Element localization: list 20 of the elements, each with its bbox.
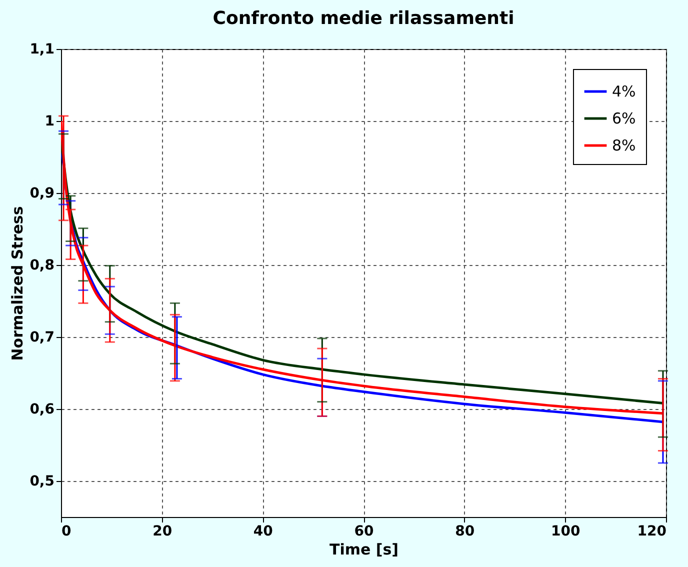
- y-tick-label: 0,9: [30, 186, 54, 202]
- x-tick-label: 0: [62, 524, 72, 540]
- x-tick-label: 120: [637, 524, 667, 540]
- y-tick-label: 0,8: [30, 258, 54, 274]
- y-axis-title: Normalized Stress: [8, 206, 27, 361]
- y-tick-label: 1: [44, 114, 54, 130]
- y-tick-label: 0,5: [30, 474, 54, 490]
- x-axis-title: Time [s]: [329, 540, 399, 558]
- legend-label: 6%: [612, 110, 636, 128]
- x-tick-label: 20: [152, 524, 172, 540]
- x-tick-label: 40: [253, 524, 274, 540]
- legend-label: 8%: [612, 136, 636, 154]
- legend-label: 4%: [612, 82, 636, 100]
- y-tick-label: 0,7: [30, 330, 54, 346]
- y-tick-label: 1,1: [30, 42, 54, 58]
- y-tick-label: 0,6: [30, 402, 54, 418]
- chart-title: Confronto medie rilassamenti: [212, 8, 514, 29]
- x-tick-label: 80: [455, 524, 475, 540]
- x-tick-label: 60: [354, 524, 374, 540]
- x-tick-label: 100: [551, 524, 581, 540]
